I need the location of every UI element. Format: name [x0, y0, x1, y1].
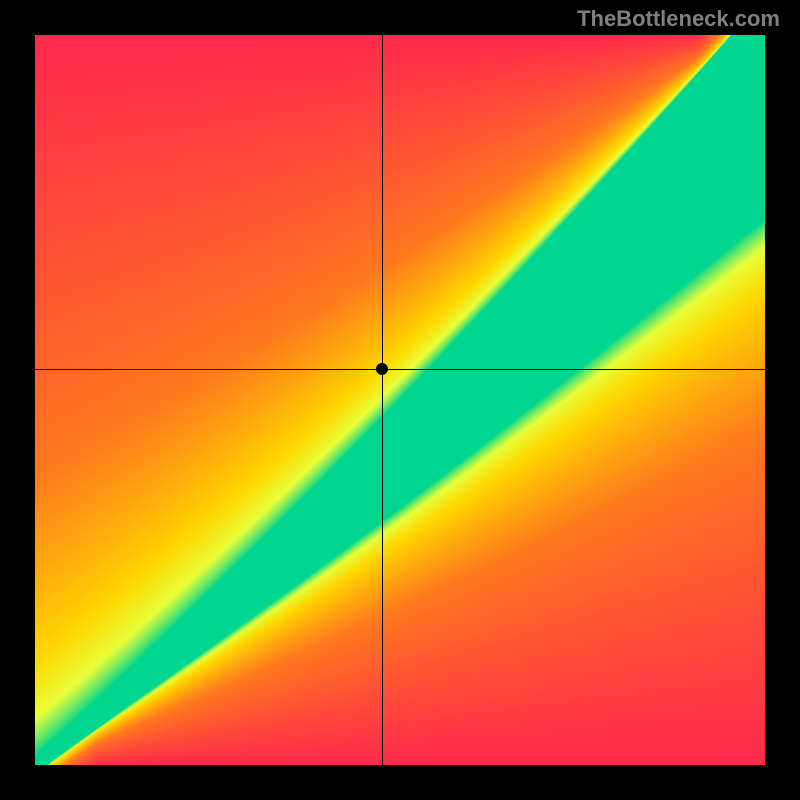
crosshair-horizontal [35, 369, 765, 370]
bottleneck-heatmap [35, 35, 765, 765]
crosshair-marker [376, 363, 388, 375]
watermark-text: TheBottleneck.com [577, 6, 780, 32]
crosshair-vertical [382, 35, 383, 765]
heatmap-gradient [35, 35, 765, 765]
